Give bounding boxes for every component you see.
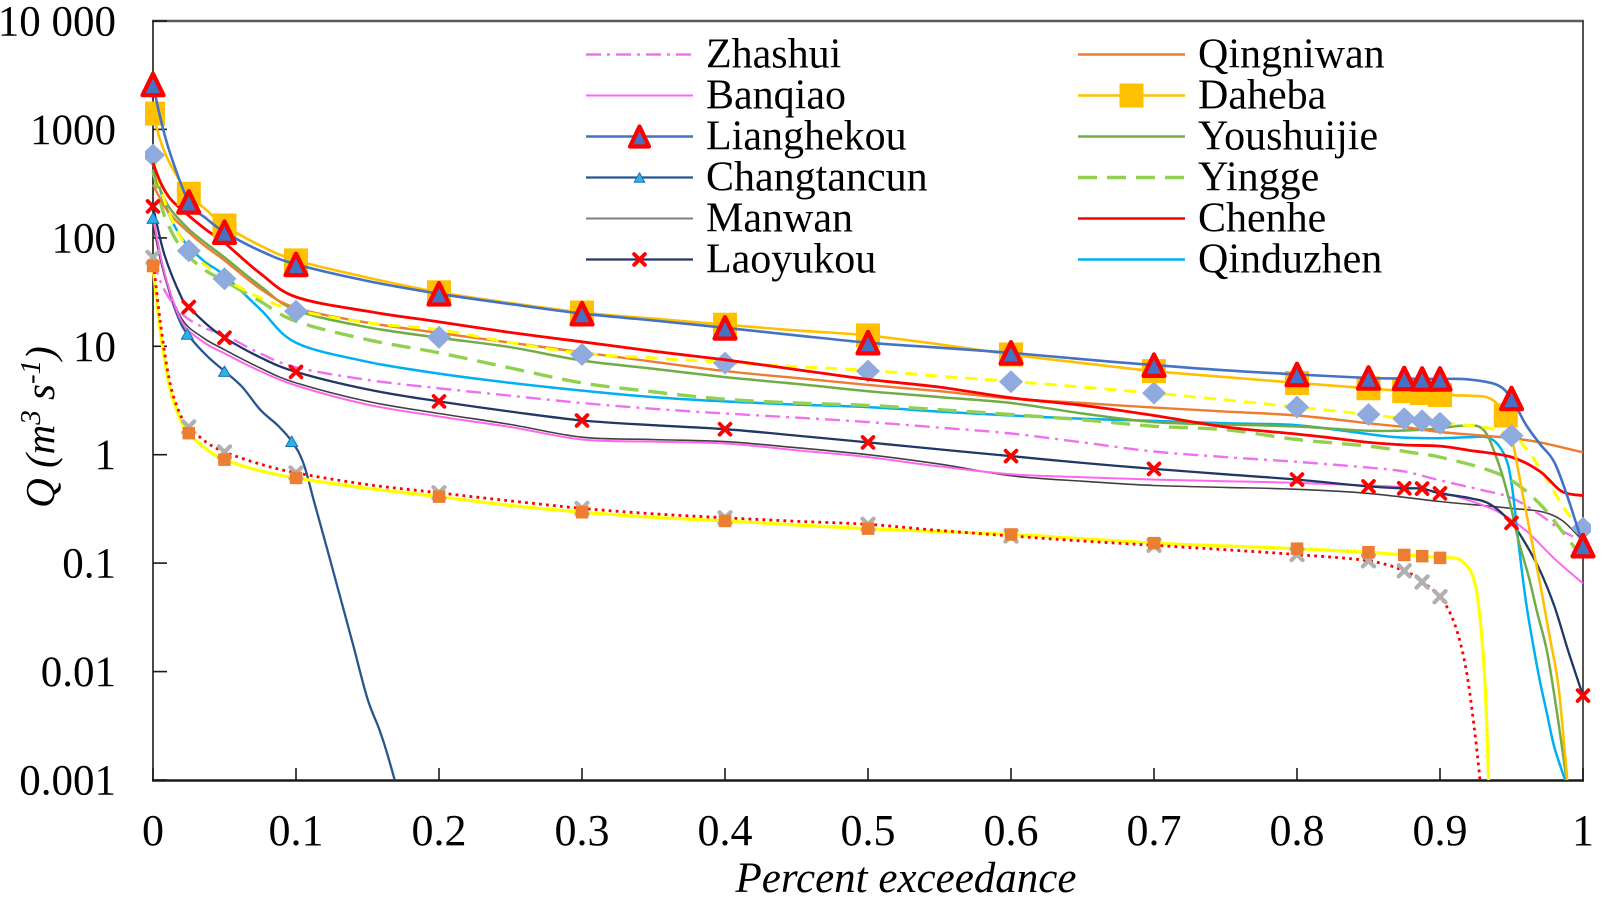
svg-text:Qingniwan: Qingniwan (1198, 32, 1385, 78)
svg-text:Qinduzhen: Qinduzhen (1198, 237, 1382, 283)
svg-text:10: 10 (73, 324, 116, 371)
svg-text:0.6: 0.6 (984, 806, 1039, 855)
svg-text:0.001: 0.001 (19, 758, 116, 805)
svg-text:Lianghekou: Lianghekou (706, 114, 907, 160)
svg-text:0.7: 0.7 (1127, 806, 1182, 855)
svg-text:Youshuijie: Youshuijie (1198, 114, 1378, 160)
svg-text:Percent exceedance: Percent exceedance (735, 855, 1077, 901)
svg-text:1: 1 (1572, 806, 1594, 855)
svg-text:0.3: 0.3 (555, 806, 610, 855)
svg-text:0.01: 0.01 (41, 649, 116, 696)
svg-text:0.2: 0.2 (412, 806, 467, 855)
svg-text:Daheba: Daheba (1198, 73, 1327, 119)
svg-text:Manwan: Manwan (706, 196, 853, 242)
svg-text:0.5: 0.5 (841, 806, 896, 855)
svg-text:0.1: 0.1 (62, 541, 116, 588)
svg-text:0.8: 0.8 (1270, 806, 1325, 855)
svg-text:Q (m3 s-1): Q (m3 s-1) (15, 346, 63, 508)
svg-text:1: 1 (95, 432, 117, 479)
svg-text:1000: 1000 (30, 107, 116, 154)
svg-text:0.9: 0.9 (1413, 806, 1468, 855)
svg-text:Chenhe: Chenhe (1198, 196, 1326, 242)
svg-text:Laoyukou: Laoyukou (706, 237, 876, 283)
svg-text:Banqiao: Banqiao (706, 73, 846, 119)
svg-text:Yingge: Yingge (1198, 155, 1319, 201)
svg-text:0: 0 (142, 806, 164, 855)
svg-text:0.4: 0.4 (698, 806, 753, 855)
svg-text:100: 100 (52, 215, 117, 262)
svg-text:Changtancun: Changtancun (706, 155, 928, 201)
svg-text:0.1: 0.1 (269, 806, 324, 855)
svg-text:10 000: 10 000 (0, 0, 116, 46)
svg-text:Zhashui: Zhashui (706, 32, 841, 78)
